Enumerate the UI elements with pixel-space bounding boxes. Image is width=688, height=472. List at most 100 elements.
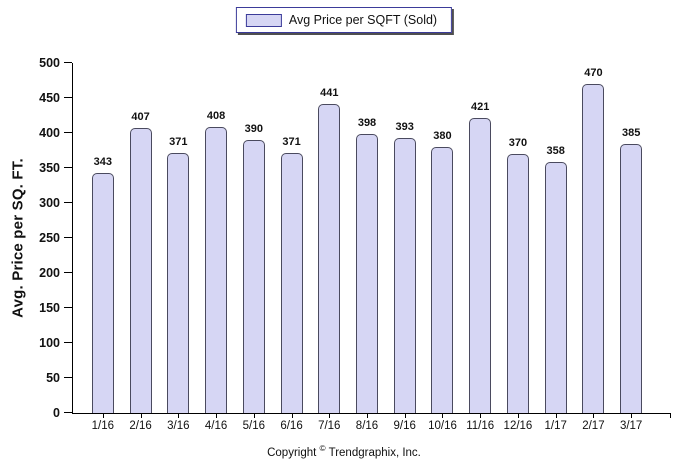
x-tick — [517, 413, 519, 418]
bar-value-label: 407 — [131, 111, 150, 124]
bar-group: 407 2/16 — [122, 63, 160, 432]
bar-group: 393 9/16 — [386, 63, 424, 432]
legend-label: Avg Price per SQFT (Sold) — [288, 13, 438, 27]
bar-group: 470 2/17 — [575, 63, 613, 432]
x-axis-label: 7/16 — [318, 420, 341, 432]
y-axis-tick-label: 250 — [39, 231, 60, 245]
bar-value-label: 380 — [433, 130, 452, 142]
y-axis-tick-label: 200 — [39, 266, 60, 280]
x-axis-label: 3/16 — [167, 420, 190, 432]
x-tick — [329, 413, 331, 418]
bar-value-label: 421 — [471, 101, 490, 114]
bar-value-label: 470 — [584, 67, 603, 79]
x-tick — [253, 413, 255, 418]
bar-value-label: 393 — [395, 120, 414, 133]
bar-group: 358 1/17 — [537, 63, 575, 432]
bar — [356, 134, 378, 413]
bar — [242, 140, 265, 413]
x-axis-label: 4/16 — [204, 420, 228, 432]
y-axis-tick-label: 150 — [39, 301, 60, 315]
y-axis: 0 50 100 150 200 250 300 350 400 450 500 — [39, 56, 671, 420]
bar — [129, 128, 152, 413]
x-tick — [291, 413, 293, 418]
bar-group: 343 1/16 — [84, 63, 122, 432]
bar — [544, 162, 567, 413]
bar — [582, 84, 605, 413]
bar-group: 371 3/16 — [159, 63, 197, 432]
bar-value-label: 371 — [282, 136, 301, 149]
bar-group: 441 7/16 — [310, 63, 348, 432]
bar — [393, 137, 416, 413]
y-tick — [64, 202, 72, 203]
x-tick — [442, 413, 444, 418]
bar-value-label: 398 — [357, 117, 377, 130]
x-axis-label: 1/17 — [544, 420, 567, 432]
legend: Avg Price per SQFT (Sold) — [235, 7, 453, 33]
bar-group: 390 5/16 — [235, 63, 273, 432]
y-tick — [64, 272, 72, 273]
x-axis-label: 3/17 — [619, 420, 643, 432]
y-axis-tick-label: 0 — [53, 406, 60, 420]
x-axis-label: 2/16 — [129, 420, 152, 432]
copyright-text-pre: Copyright — [267, 446, 320, 459]
x-axis-label: 10/16 — [428, 420, 457, 432]
y-axis-tick-label: 500 — [39, 56, 60, 70]
bar — [205, 127, 228, 413]
bar-value-label: 408 — [206, 110, 226, 123]
bar — [431, 147, 454, 413]
x-axis-label: 5/16 — [242, 420, 265, 432]
bar — [469, 118, 492, 413]
x-tick — [178, 413, 180, 418]
x-axis-label: 11/16 — [466, 420, 495, 432]
y-tick — [64, 342, 72, 343]
x-axis-label: 12/16 — [503, 420, 533, 432]
bar — [620, 143, 643, 413]
bar — [280, 153, 303, 413]
x-axis-label: 8/16 — [355, 420, 379, 432]
bar — [167, 153, 190, 413]
copyright-symbol: © — [319, 444, 326, 453]
y-tick — [64, 167, 72, 168]
x-tick — [555, 413, 557, 418]
x-tick — [480, 413, 482, 418]
bar-group: 385 3/17 — [612, 63, 650, 433]
x-axis-label: 9/16 — [393, 420, 416, 432]
bar — [506, 154, 529, 413]
x-tick — [367, 413, 368, 418]
bar-group: 421 11/16 — [461, 63, 499, 432]
plot-area: 0 50 100 150 200 250 300 350 400 450 500 343 1/16 40… — [39, 56, 671, 433]
bar-value-label: 441 — [320, 87, 339, 100]
x-axis-label: 6/16 — [280, 420, 303, 432]
bar-value-label: 358 — [546, 145, 565, 158]
bar-value-label: 370 — [508, 137, 528, 149]
bars-row: 343 1/16 407 2/16 371 3/16 408 4/16 390 5/16 371 6/… — [73, 63, 671, 433]
x-tick — [102, 413, 104, 418]
bar — [91, 172, 114, 413]
bar-group: 380 10/16 — [424, 63, 462, 432]
bar-value-label: 371 — [169, 136, 188, 149]
y-tick — [64, 307, 72, 308]
y-tick — [64, 237, 72, 238]
x-tick — [404, 413, 406, 418]
y-tick — [64, 132, 72, 133]
y-tick — [64, 377, 72, 378]
bar-value-label: 343 — [93, 155, 113, 168]
bar-group: 370 12/16 — [499, 63, 537, 432]
x-tick — [631, 413, 633, 418]
bar-group: 398 8/16 — [348, 63, 386, 432]
y-axis-tick-label: 50 — [46, 371, 60, 385]
y-axis-tick-label: 300 — [39, 196, 60, 210]
y-axis-tick-label: 450 — [39, 91, 60, 105]
x-tick — [140, 413, 142, 418]
bar-group: 408 4/16 — [197, 63, 235, 432]
y-tick — [64, 62, 72, 63]
x-tick — [593, 413, 595, 418]
x-tick — [216, 413, 218, 418]
legend-swatch — [245, 13, 282, 27]
x-axis-label: 2/17 — [582, 420, 605, 432]
copyright: Copyright © Trendgraphix, Inc. — [0, 444, 688, 459]
x-axis-label: 1/16 — [91, 420, 115, 432]
y-tick — [64, 97, 72, 98]
y-axis-tick-label: 400 — [39, 126, 60, 140]
